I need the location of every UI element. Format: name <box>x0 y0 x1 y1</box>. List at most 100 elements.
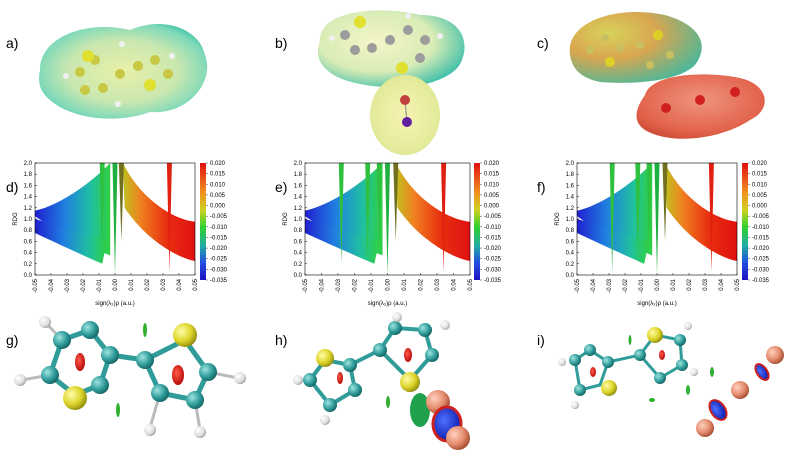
esp-surface-b <box>317 10 465 89</box>
colorbar-tick-label: -0.005 <box>484 214 502 220</box>
sulfur-atom <box>354 16 366 28</box>
x-axis-label: sign(λ₂)ρ (a.u.) <box>95 301 134 307</box>
colorbar-tick-label: 0.015 <box>210 172 226 178</box>
sulfur-atom <box>82 50 94 62</box>
hydrogen-atom <box>293 375 303 385</box>
rdg-spike <box>365 163 371 259</box>
x-tick-label: -0.03 <box>336 278 342 292</box>
x-tick-label: 0.04 <box>177 278 183 290</box>
hydrogen-atom <box>115 101 121 107</box>
y-tick-label: 0.2 <box>294 262 303 268</box>
x-tick-label: 0.02 <box>419 278 425 290</box>
carbon-atom <box>199 363 217 381</box>
carbon-atom <box>81 321 99 339</box>
x-tick-label: 0.04 <box>452 278 458 290</box>
hydrogen-atom <box>437 33 443 39</box>
x-tick-label: -0.01 <box>369 278 375 292</box>
carbon-atom <box>584 344 596 356</box>
x-tick-label: -0.02 <box>353 278 359 292</box>
y-tick-label: 0.4 <box>566 251 575 257</box>
x-tick-label: 0.05 <box>468 278 474 290</box>
x-tick-label: 0.05 <box>735 278 741 290</box>
y-tick-label: 2.0 <box>24 161 33 167</box>
nci-ring-critical-point <box>75 353 85 371</box>
carbon-atom <box>186 391 204 409</box>
hydrogen-atom <box>684 322 692 330</box>
rdg-scatter-left-region <box>35 163 111 256</box>
y-tick-label: 0.2 <box>24 262 33 268</box>
panel-label-d: d) <box>6 179 18 195</box>
y-tick-label: 2.0 <box>294 161 303 167</box>
rdg-spike <box>393 163 399 242</box>
carbon-atom <box>676 359 688 371</box>
y-axis-label: RDG <box>13 212 19 226</box>
colorbar-tick-label: -0.020 <box>484 246 502 252</box>
rdg-scatter-left-region <box>35 219 107 264</box>
colorbar-tick-label: -0.035 <box>210 278 228 284</box>
hydrogen-atom <box>440 320 450 330</box>
colorbar-tick-label: 0.020 <box>484 161 500 167</box>
y-tick-label: 1.8 <box>566 172 575 178</box>
rdg-scatter-left-region <box>577 163 653 256</box>
atom <box>420 35 430 45</box>
molecule-b <box>329 13 443 127</box>
rdg-scatter-right-region <box>123 163 195 261</box>
x-axis-label: sign(λ₂)ρ (a.u.) <box>637 301 676 307</box>
colorbar-tick-label: -0.035 <box>752 278 770 284</box>
nci-isosurface-h <box>293 312 470 450</box>
y-tick-label: 1.4 <box>24 195 33 201</box>
sulfur-atom <box>605 57 615 67</box>
oxygen-atom <box>402 117 412 127</box>
atom <box>666 51 674 59</box>
x-tick-label: 0.01 <box>671 278 677 290</box>
carbon-atom <box>388 321 402 335</box>
panel-label-i: i) <box>537 332 545 348</box>
x-tick-label: 0.01 <box>129 278 135 290</box>
carbon-atom <box>674 334 686 346</box>
y-tick-label: 1.2 <box>294 206 303 212</box>
atom <box>367 43 377 53</box>
oxygen-atom <box>766 346 784 364</box>
nci-isosurface-g <box>14 316 246 438</box>
sulfur-atom <box>63 386 87 410</box>
colorbar-tick-label: 0.010 <box>210 182 226 188</box>
sulfur-atom <box>396 62 408 74</box>
x-tick-label: -0.03 <box>65 278 71 292</box>
colorbar-tick-label: -0.020 <box>752 246 770 252</box>
nci-vdw-surface <box>628 335 632 345</box>
nci-vdw-surface <box>386 396 390 408</box>
x-tick-label: -0.04 <box>49 278 55 292</box>
atom <box>350 45 360 55</box>
atom <box>75 67 85 77</box>
x-tick-label: -0.03 <box>607 278 613 292</box>
carbon-atom <box>323 398 337 412</box>
colorbar-tick-label: 0.015 <box>484 172 500 178</box>
hydrogen-atom <box>169 53 175 59</box>
y-tick-label: 1.8 <box>24 172 33 178</box>
rdg-spike <box>708 163 714 273</box>
atom <box>601 34 609 42</box>
hydrogen-atom <box>405 13 411 19</box>
nci-ring-critical-point <box>337 372 343 384</box>
colorbar-tick-label: -0.015 <box>752 235 770 241</box>
carbon-atom <box>425 348 439 362</box>
y-tick-label: 0.0 <box>294 273 303 279</box>
x-tick-label: 0.01 <box>402 278 408 290</box>
sulfur-atom <box>144 79 156 91</box>
rdg-chart-f: -0.05 -0.04 -0.03 -0.02 -0.01 0.00 0.01 0.02 0.0… <box>555 161 770 307</box>
x-tick-label: 0.02 <box>145 278 151 290</box>
panel-label-c: c) <box>537 35 549 51</box>
panel-label-b: b) <box>275 35 287 51</box>
rdg-spike <box>385 163 390 275</box>
atom <box>98 83 108 93</box>
esp-surface-c <box>569 11 702 83</box>
panel-label-h: h) <box>275 332 287 348</box>
rdg-spike <box>646 163 652 247</box>
hydrogen-atom <box>690 368 698 376</box>
colorbar-tick-label: 0.015 <box>752 172 768 178</box>
colorbar-tick-label: -0.015 <box>484 235 502 241</box>
colorbar-tick-label: 0.005 <box>752 193 768 199</box>
sulfur-atom <box>601 380 617 396</box>
molecule-a <box>63 41 175 107</box>
atom <box>80 85 90 95</box>
